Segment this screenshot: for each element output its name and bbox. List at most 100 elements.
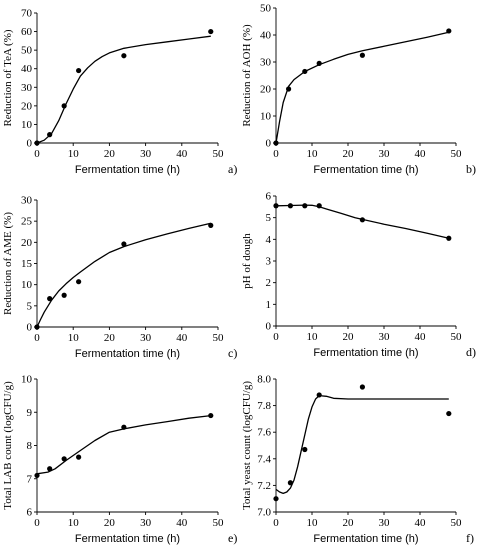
y-tick-label: 30 bbox=[260, 57, 272, 69]
fit-curve bbox=[36, 35, 211, 144]
x-tick-label: 30 bbox=[140, 332, 152, 344]
y-tick-label: 5 bbox=[266, 212, 272, 224]
panel-letter: d) bbox=[466, 345, 476, 359]
panel-5: 0 10 20 30 40 50 6 7 8 9 10 Fermentation time (h) To… bbox=[2, 374, 237, 546]
y-tick-label: 10 bbox=[21, 119, 33, 131]
y-tick-label: 0 bbox=[27, 138, 33, 150]
x-tick-label: 40 bbox=[415, 331, 427, 343]
y-tick-label: 30 bbox=[21, 195, 33, 207]
y-tick-label: 7.4 bbox=[257, 453, 271, 465]
y-tick-label: 40 bbox=[21, 63, 33, 75]
x-tick-label: 50 bbox=[213, 332, 225, 344]
data-point bbox=[273, 496, 279, 502]
x-tick-label: 0 bbox=[273, 148, 279, 160]
x-tick-label: 50 bbox=[213, 148, 225, 160]
data-point bbox=[359, 217, 365, 223]
data-point bbox=[34, 140, 40, 146]
x-tick-label: 20 bbox=[343, 331, 355, 343]
y-tick-label: 6 bbox=[266, 191, 272, 203]
panel-letter: f) bbox=[466, 531, 474, 545]
data-point bbox=[61, 292, 67, 298]
x-tick-label: 50 bbox=[451, 517, 463, 529]
y-tick-label: 0 bbox=[266, 138, 272, 150]
y-tick-label: 20 bbox=[21, 237, 33, 249]
data-point bbox=[316, 392, 322, 398]
data-point bbox=[359, 52, 365, 58]
data-point bbox=[287, 203, 293, 209]
panel-1: 0 10 20 30 40 50 0 10 20 30 40 50 60 70 Fermentation t… bbox=[2, 8, 237, 177]
fit-curve bbox=[36, 414, 211, 475]
x-tick-label: 10 bbox=[307, 517, 319, 529]
y-tick-label: 8 bbox=[27, 440, 33, 452]
data-point bbox=[47, 132, 53, 138]
panel-6: 0 10 20 30 40 50 7.0 7.2 7.4 7.6 7.8 8.0 Fermentatio… bbox=[241, 374, 474, 546]
data-point bbox=[359, 384, 365, 390]
data-point bbox=[286, 86, 292, 92]
y-axis-title: Total LAB count (logCFU/g) bbox=[2, 381, 14, 510]
y-tick-label: 8.0 bbox=[257, 374, 271, 386]
fit-curve bbox=[275, 31, 449, 144]
y-tick-label: 20 bbox=[260, 84, 272, 96]
x-tick-label: 30 bbox=[379, 331, 391, 343]
x-tick-label: 30 bbox=[379, 148, 391, 160]
x-tick-label: 20 bbox=[104, 517, 116, 529]
x-tick-label: 20 bbox=[343, 517, 355, 529]
panel-letter: c) bbox=[228, 346, 237, 360]
x-tick-label: 40 bbox=[176, 148, 188, 160]
data-point bbox=[446, 235, 452, 241]
data-point bbox=[208, 412, 214, 419]
data-point bbox=[446, 28, 452, 34]
x-tick-label: 10 bbox=[307, 331, 319, 343]
x-tick-label: 20 bbox=[104, 148, 116, 160]
y-tick-label: 70 bbox=[21, 8, 33, 20]
data-point bbox=[121, 424, 127, 430]
panel-2: 0 10 20 30 40 50 0 10 20 30 40 50 Fermentation time … bbox=[241, 3, 476, 177]
data-point bbox=[208, 28, 214, 35]
data-point bbox=[302, 446, 308, 453]
data-point bbox=[121, 53, 127, 59]
x-tick-label: 10 bbox=[68, 148, 80, 160]
y-tick-label: 10 bbox=[260, 111, 272, 123]
x-tick-label: 50 bbox=[451, 148, 463, 160]
x-tick-label: 40 bbox=[415, 148, 427, 160]
y-tick-label: 4 bbox=[266, 234, 272, 246]
fit-curve bbox=[275, 394, 449, 495]
data-point bbox=[61, 103, 67, 109]
data-point bbox=[47, 296, 53, 302]
y-axis-title: Total yeast count (logCFU/g) bbox=[241, 381, 253, 510]
x-tick-label: 10 bbox=[68, 332, 80, 344]
y-tick-label: 7.0 bbox=[257, 507, 271, 519]
x-tick-label: 50 bbox=[213, 517, 225, 529]
x-tick-label: 10 bbox=[68, 517, 80, 529]
data-point bbox=[316, 60, 322, 66]
x-tick-label: 0 bbox=[273, 517, 279, 529]
x-tick-label: 0 bbox=[273, 331, 279, 343]
y-tick-label: 7.8 bbox=[257, 400, 271, 412]
x-axis-title: Fermentation time (h) bbox=[313, 533, 418, 545]
y-tick-label: 25 bbox=[21, 216, 33, 228]
x-axis-title: Fermentation time (h) bbox=[75, 533, 180, 545]
data-point bbox=[316, 203, 322, 209]
y-tick-label: 6 bbox=[27, 507, 33, 519]
y-tick-label: 10 bbox=[21, 374, 33, 386]
y-tick-label: 30 bbox=[21, 82, 33, 94]
data-point bbox=[287, 480, 293, 486]
data-point bbox=[273, 203, 279, 209]
x-tick-label: 50 bbox=[451, 331, 463, 343]
panel-3: 0 10 20 30 40 50 0 5 10 15 20 25 30 Fermentation time… bbox=[2, 195, 237, 361]
data-point bbox=[208, 222, 214, 228]
panel-4: 0 10 20 30 40 50 0 1 2 3 4 5 6 Fermentation time (h) p… bbox=[241, 191, 476, 360]
x-tick-label: 10 bbox=[307, 148, 319, 160]
panel-letter: e) bbox=[228, 531, 237, 545]
x-tick-label: 40 bbox=[176, 332, 188, 344]
panel-letter: a) bbox=[228, 162, 237, 176]
x-axis-title: Fermentation time (h) bbox=[75, 348, 180, 360]
y-axis-title: pH of dough bbox=[241, 233, 253, 289]
x-tick-label: 30 bbox=[379, 517, 391, 529]
x-tick-label: 20 bbox=[104, 332, 116, 344]
y-tick-label: 60 bbox=[21, 26, 33, 38]
y-tick-label: 5 bbox=[27, 300, 33, 312]
y-tick-label: 20 bbox=[21, 100, 33, 112]
x-tick-label: 30 bbox=[140, 148, 152, 160]
data-point bbox=[76, 67, 82, 74]
